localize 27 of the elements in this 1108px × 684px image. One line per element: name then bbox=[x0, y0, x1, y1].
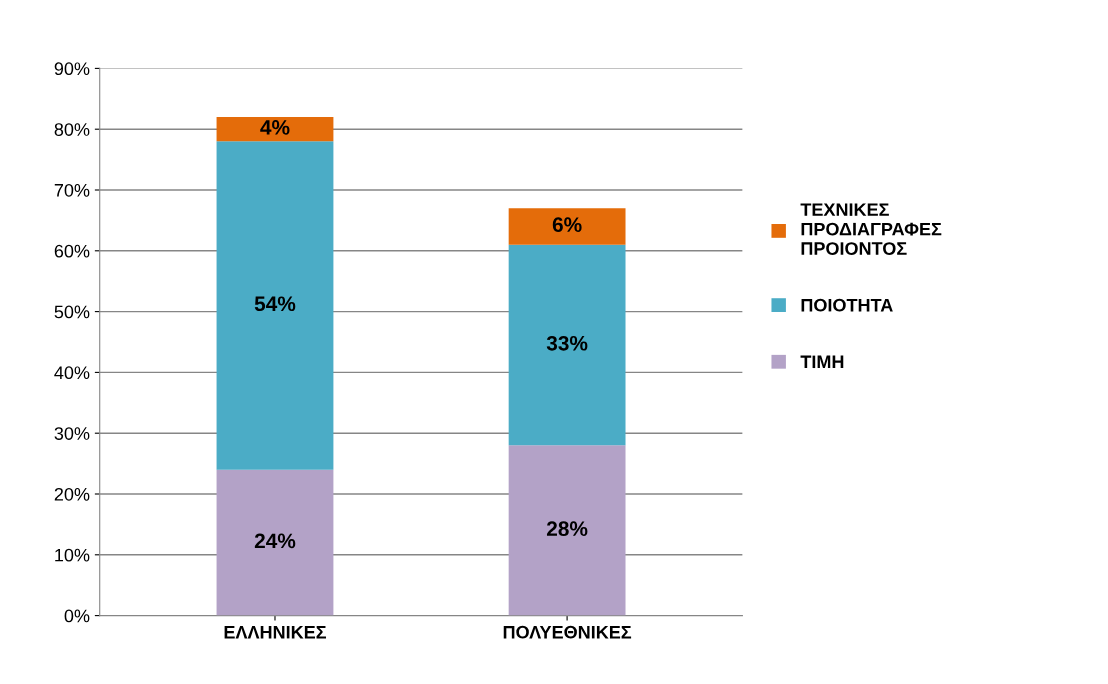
y-tick-label: 20% bbox=[54, 487, 90, 501]
legend-label: ΤΙΜΗ bbox=[800, 355, 844, 369]
legend-label: ΠΟΙΟΤΗΤΑ bbox=[801, 298, 893, 312]
data-label: 54% bbox=[254, 296, 296, 312]
y-tick-label: 60% bbox=[54, 244, 90, 258]
y-tick-label: 80% bbox=[54, 123, 90, 136]
bar bbox=[216, 117, 334, 142]
bar bbox=[216, 141, 334, 470]
data-label: 6% bbox=[552, 217, 582, 233]
y-tick-label: 0% bbox=[64, 609, 90, 623]
y-tick-label: 10% bbox=[55, 548, 90, 562]
data-label: 28% bbox=[546, 521, 588, 537]
x-tick-label: ΕΛΛΗΝΙΚΕΣ bbox=[224, 625, 327, 639]
y-tick-label: 40% bbox=[54, 366, 90, 380]
bar bbox=[508, 208, 626, 245]
legend-label: ΤΕΧΝΙΚΕΣ ΠΡΟΔΙΑΓΡΑΦΕΣ ΠΡΟΙΟΝΤΟΣ bbox=[800, 203, 942, 255]
y-tick-label: 30% bbox=[54, 427, 90, 440]
y-tick-label: 50% bbox=[54, 305, 90, 319]
y-tick-label: 70% bbox=[54, 183, 90, 197]
data-label: 24% bbox=[254, 533, 296, 549]
data-label: 4% bbox=[260, 120, 290, 135]
x-tick-label: ΠΟΛΥΕΘΝΙΚΕΣ bbox=[503, 625, 632, 639]
bar bbox=[508, 244, 626, 446]
data-label: 33% bbox=[546, 335, 588, 351]
y-tick-label: 90% bbox=[54, 62, 90, 76]
bar bbox=[216, 469, 334, 616]
bar bbox=[508, 445, 626, 616]
